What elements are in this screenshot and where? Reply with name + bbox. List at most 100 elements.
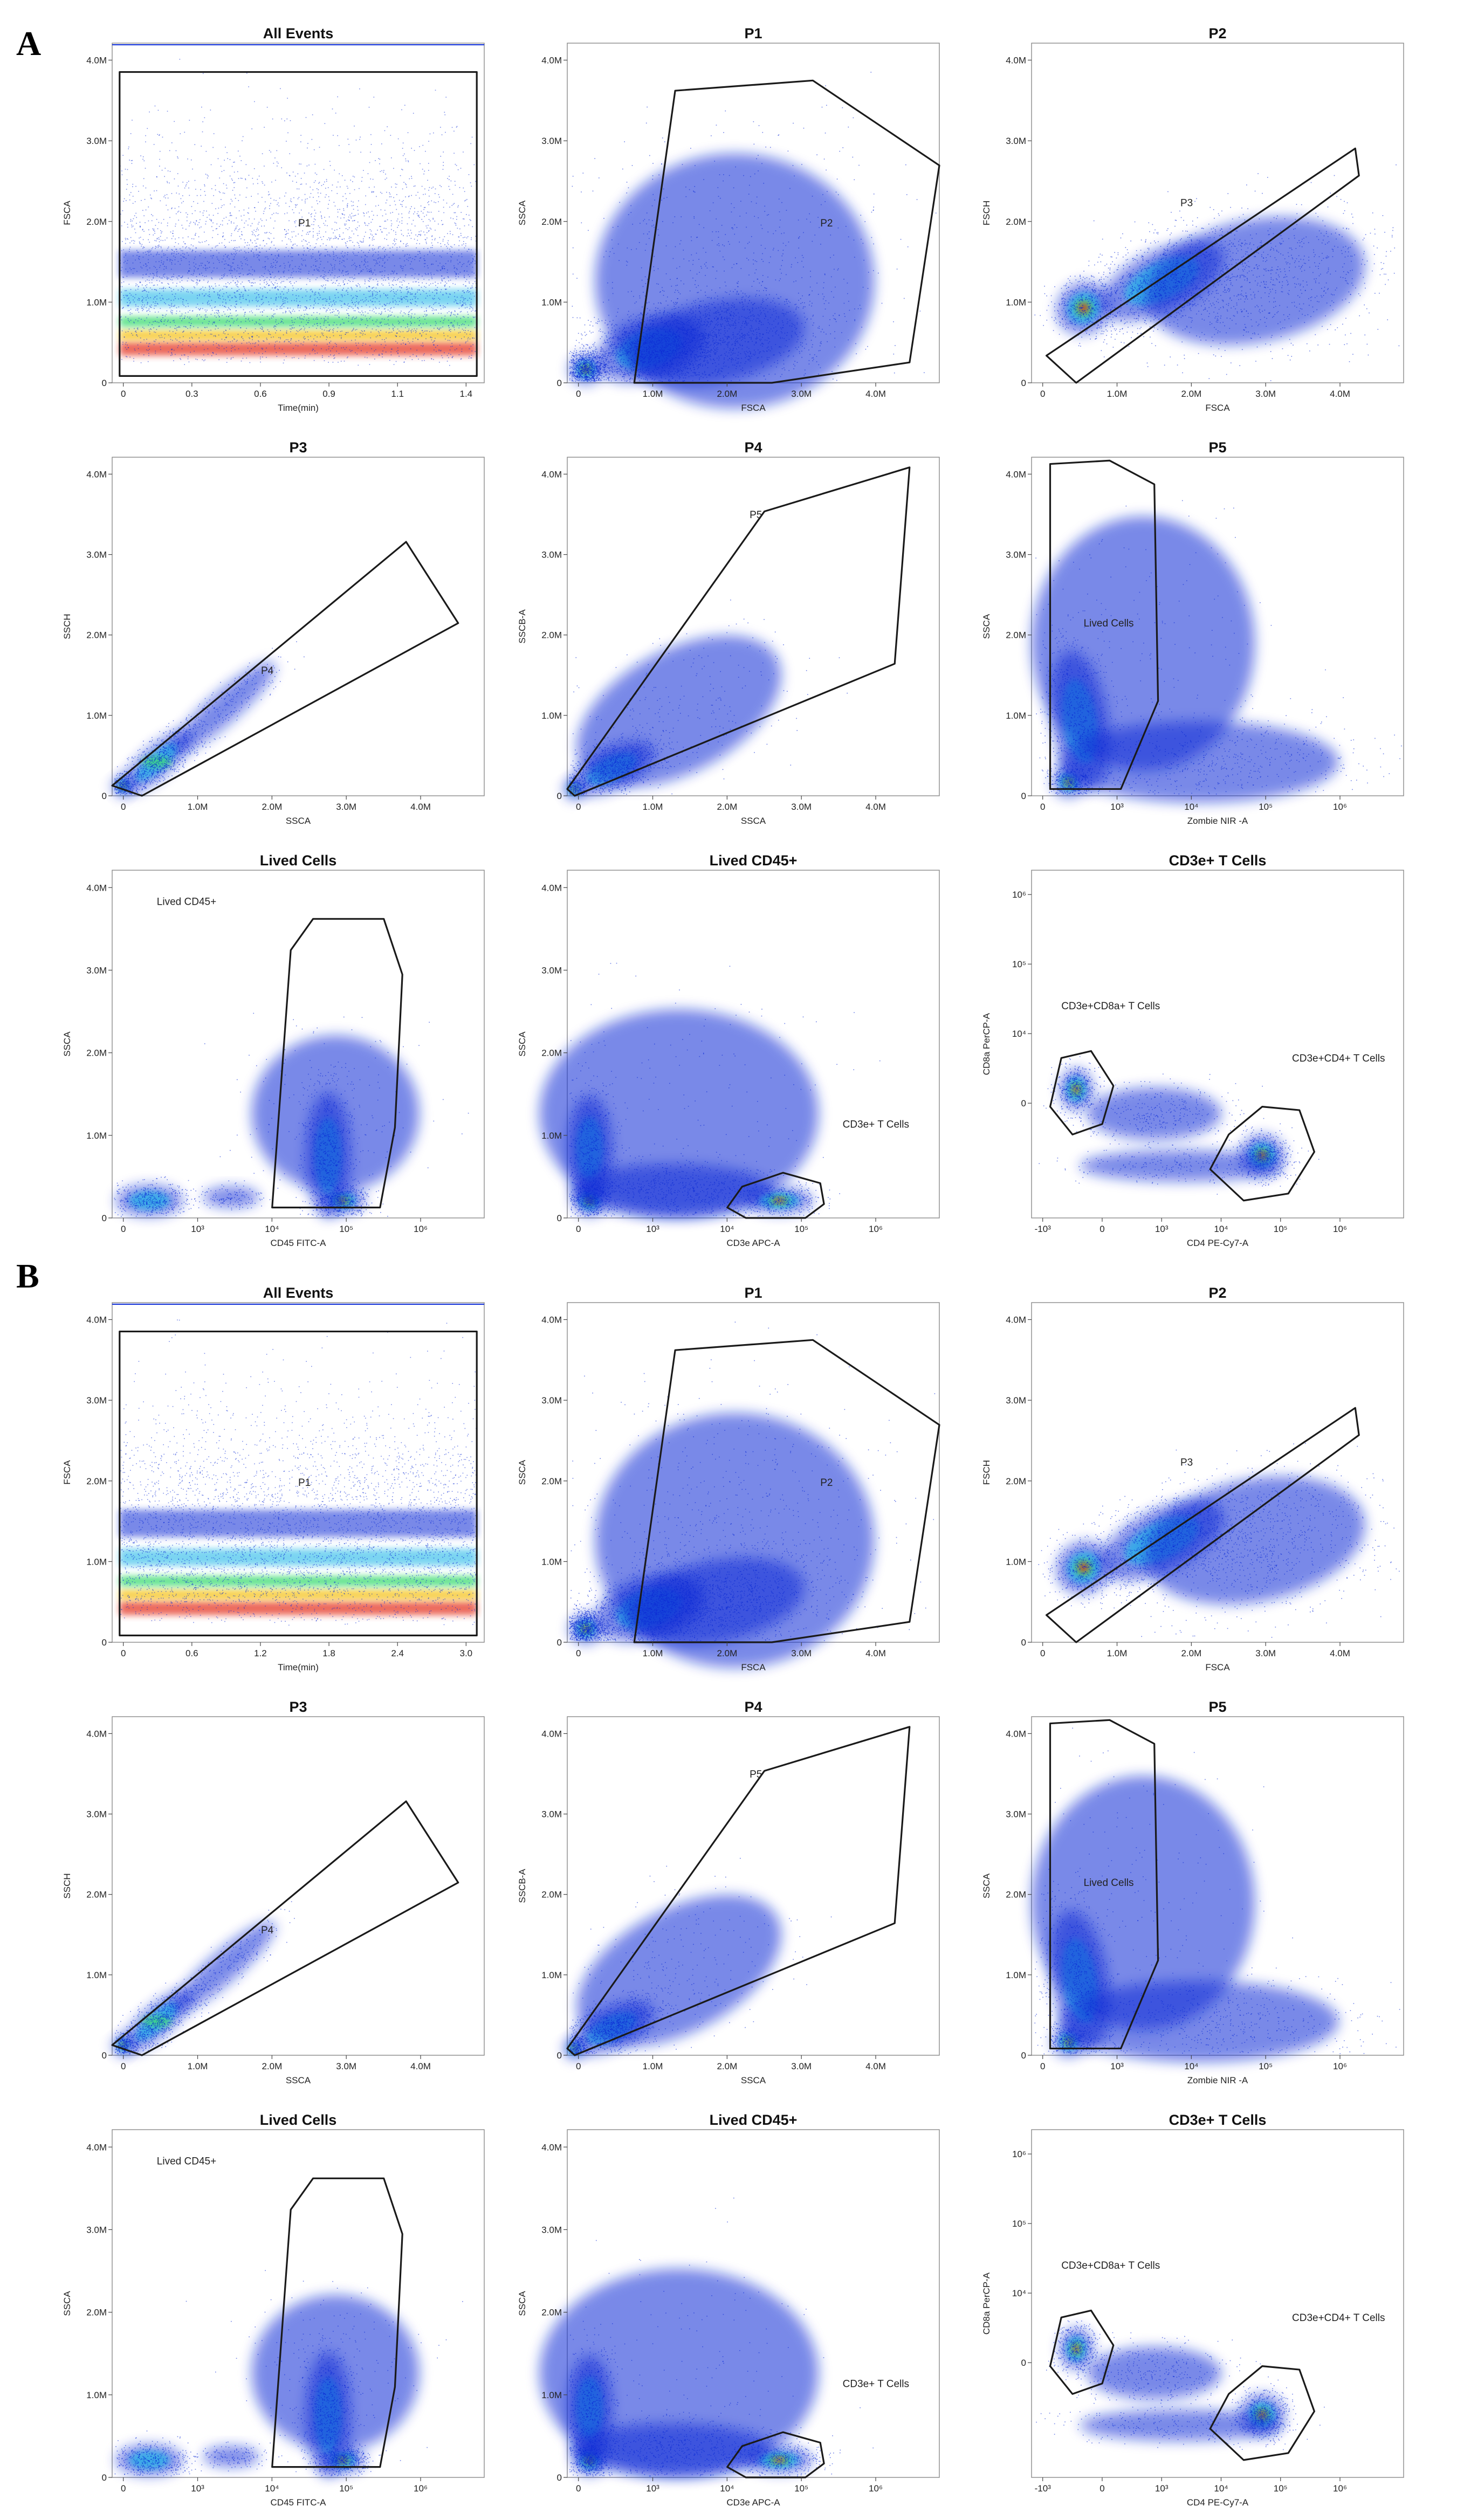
event-dot: [208, 340, 209, 341]
event-dot: [277, 309, 278, 310]
event-dot: [151, 307, 152, 308]
event-dot: [256, 292, 257, 293]
event-dot: [148, 206, 149, 208]
event-dot: [300, 164, 301, 165]
event-dot: [159, 343, 160, 344]
event-dot: [418, 282, 420, 283]
event-dot: [410, 293, 411, 294]
event-dot: [417, 298, 418, 299]
event-dot: [357, 242, 358, 243]
event-dot: [414, 328, 415, 329]
event-dot: [207, 177, 208, 178]
event-dot: [138, 329, 139, 330]
event-dot: [236, 253, 237, 254]
event-dot: [406, 306, 407, 307]
event-dot: [311, 315, 312, 316]
event-dot: [169, 260, 170, 261]
event-dot: [149, 280, 150, 281]
event-dot: [272, 214, 273, 215]
event-dot: [180, 59, 181, 60]
event-dot: [267, 283, 268, 284]
event-dot: [258, 323, 259, 324]
event-dot: [458, 245, 459, 246]
event-dot: [256, 298, 257, 299]
event-dot: [435, 221, 436, 222]
event-dot: [358, 312, 359, 313]
event-dot: [258, 341, 259, 342]
event-dot: [373, 309, 374, 310]
event-dot: [409, 212, 410, 214]
event-dot: [322, 286, 323, 287]
event-dot: [273, 316, 274, 318]
event-dot: [376, 279, 377, 280]
event-dot: [292, 320, 293, 321]
event-dot: [435, 321, 436, 322]
event-dot: [359, 188, 360, 189]
event-dot: [388, 315, 389, 316]
event-dot: [424, 314, 425, 315]
event-dot: [249, 338, 250, 339]
event-dot: [307, 166, 308, 167]
event-dot: [180, 358, 181, 359]
event-dot: [269, 238, 270, 239]
event-dot: [152, 283, 153, 284]
event-dot: [450, 261, 451, 263]
event-dot: [200, 308, 201, 309]
event-dot: [386, 192, 387, 193]
event-dot: [391, 307, 392, 308]
event-dot: [270, 334, 271, 335]
event-dot: [475, 260, 476, 261]
event-dot: [178, 211, 180, 212]
event-dot: [391, 225, 392, 226]
event-dot: [249, 321, 250, 322]
event-dot: [455, 223, 456, 224]
event-dot: [159, 277, 160, 278]
event-dot: [212, 271, 214, 272]
event-dot: [450, 246, 451, 247]
event-dot: [370, 233, 372, 235]
event-dot: [223, 277, 224, 278]
event-dot: [395, 335, 396, 336]
event-dot: [146, 254, 147, 255]
event-dot: [270, 152, 271, 153]
event-dot: [345, 341, 346, 342]
event-dot: [148, 325, 149, 326]
event-dot: [174, 178, 175, 180]
event-dot: [205, 195, 206, 196]
event-dot: [408, 331, 409, 332]
event-dot: [472, 293, 473, 294]
event-dot: [399, 322, 400, 323]
event-dot: [254, 235, 255, 236]
event-dot: [218, 208, 219, 209]
event-dot: [393, 255, 394, 256]
event-dot: [327, 251, 328, 252]
event-dot: [259, 306, 260, 307]
event-dot: [206, 240, 207, 242]
event-dot: [216, 310, 217, 311]
event-dot: [300, 306, 301, 307]
event-dot: [269, 319, 270, 320]
event-dot: [135, 290, 136, 291]
event-dot: [465, 342, 466, 343]
event-dot: [136, 250, 138, 251]
event-dot: [175, 242, 176, 243]
event-dot: [326, 301, 327, 302]
event-dot: [194, 271, 195, 272]
event-dot: [449, 176, 450, 177]
event-dot: [384, 130, 386, 132]
event-dot: [140, 222, 141, 223]
event-dot: [442, 280, 443, 281]
event-dot: [366, 327, 367, 328]
event-dot: [432, 218, 434, 219]
event-dot: [450, 218, 451, 219]
event-dot: [317, 235, 318, 236]
event-dot: [326, 280, 327, 281]
event-dot: [408, 312, 409, 313]
event-dot: [452, 346, 453, 347]
event-dot: [338, 209, 339, 210]
event-dot: [354, 318, 355, 319]
event-dot: [303, 341, 304, 342]
event-dot: [376, 320, 377, 321]
event-dot: [291, 329, 292, 330]
event-dot: [301, 184, 303, 185]
